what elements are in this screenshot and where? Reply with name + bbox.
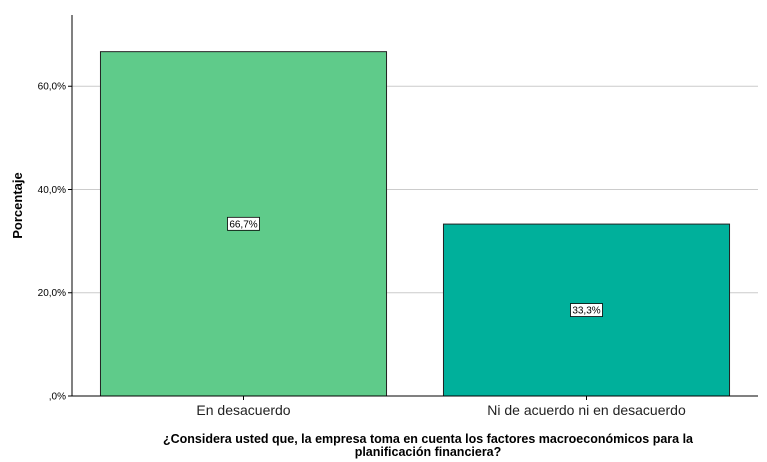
x-axis-label-line-2: planificación financiera? [355, 445, 502, 459]
data-label: 33,3% [572, 306, 600, 317]
y-tick-label: ,0% [49, 392, 66, 403]
data-labels: 66,7% 33,3% [227, 216, 603, 317]
category-label: En desacuerdo [196, 402, 290, 418]
y-tick-label: 60,0% [38, 82, 66, 93]
data-label-box [227, 216, 260, 231]
category-label: Ni de acuerdo ni en desacuerdo [487, 402, 686, 418]
bars [99, 51, 731, 397]
data-label-box [570, 303, 603, 317]
y-tick-label: 40,0% [38, 185, 66, 196]
y-axis-ticks: ,0% 20,0% 40,0% 60,0% [38, 82, 72, 403]
x-axis-label-line-1: ¿Considera usted que, la empresa toma en… [163, 432, 694, 446]
data-label: 66,7% [229, 219, 257, 230]
y-tick-label: 20,0% [38, 288, 66, 299]
y-axis-label: Porcentaje [10, 172, 25, 238]
x-axis-categories: En desacuerdo Ni de acuerdo ni en desacue… [196, 396, 686, 418]
